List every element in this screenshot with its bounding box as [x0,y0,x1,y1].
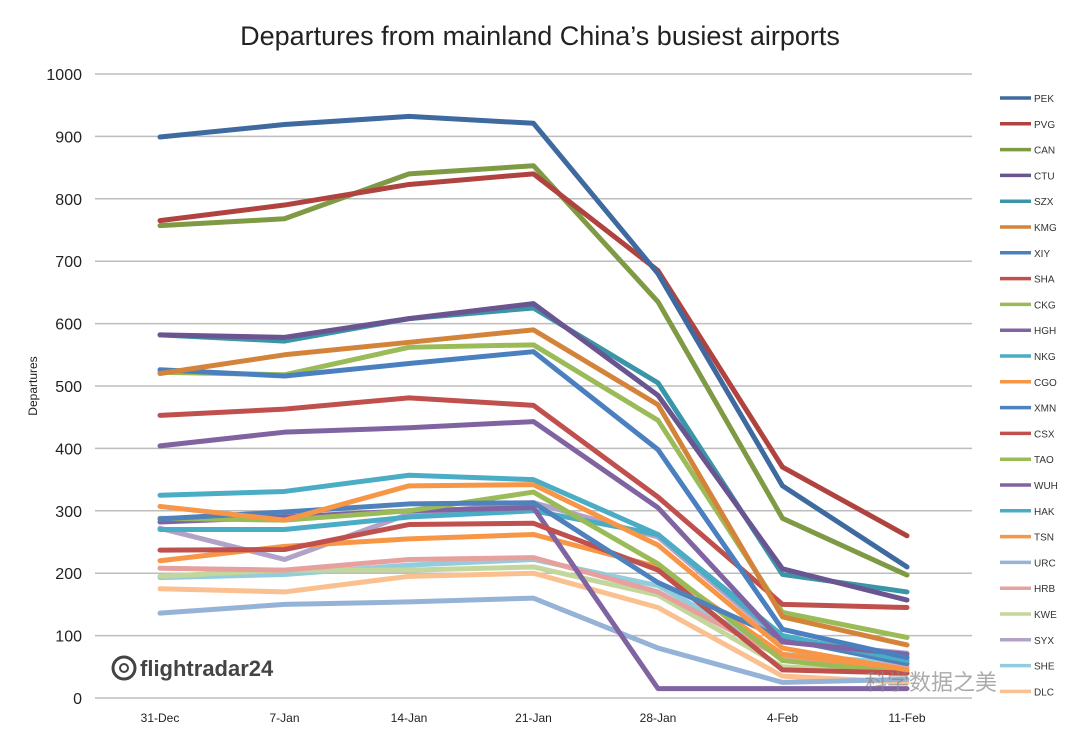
legend-label: CTU [1034,171,1055,182]
legend-label: SHA [1034,275,1055,286]
legend-label: CKG [1034,300,1056,311]
y-tick-label: 1000 [46,67,82,84]
legend-label: SHE [1034,662,1055,673]
legend-label: XIY [1034,249,1050,260]
y-tick-label: 800 [55,192,82,209]
y-tick-label: 300 [55,504,82,521]
legend-label: SYX [1034,636,1054,647]
y-tick-label: 900 [55,129,82,146]
series-line-cgo [157,482,910,673]
legend: PEK PVG CAN CTU SZX KMG XIY SHA CKG HGH NKG CGO XMN C… [1000,94,1058,698]
legend-label: CAN [1034,146,1055,157]
series-line-pvg [157,171,910,539]
watermark: 科学数据之美 [865,670,997,695]
x-tick-label: 21-Jan [515,711,552,725]
legend-label: KMG [1034,223,1057,234]
series-line-urc [157,595,910,685]
y-axis-label: Departures [26,356,40,415]
series-line-hgh [157,419,910,657]
legend-label: HRB [1034,584,1055,595]
x-tick-label: 14-Jan [391,711,428,725]
y-ticks: 0 100 200 300 400 500 600 700 800 900 1000 [46,67,82,708]
series-line-wuh [157,505,910,692]
legend-label: DLC [1034,687,1054,698]
chart-title: Departures from mainland China’s busiest… [240,21,840,51]
legend-label: HAK [1034,507,1055,518]
x-tick-label: 28-Jan [640,711,677,725]
y-tick-label: 200 [55,566,82,583]
flightradar24-logo: flightradar24 [111,655,274,681]
y-tick-label: 600 [55,317,82,334]
series-line-csx [157,520,910,676]
legend-label: KWE [1034,610,1057,621]
x-tick-label: 11-Feb [888,711,925,725]
legend-label: PVG [1034,120,1055,131]
legend-label: NKG [1034,352,1056,363]
legend-label: TSN [1034,533,1054,544]
y-tick-label: 100 [55,629,82,646]
x-tick-label: 7-Jan [269,711,299,725]
x-ticks: 31-Dec 7-Jan 14-Jan 21-Jan 28-Jan 4-Feb 11-Feb [141,711,926,725]
legend-label: XMN [1034,404,1056,415]
series-line-xiy [157,349,910,660]
series-line-kmg [157,327,910,648]
series-lines [157,113,910,692]
y-tick-label: 400 [55,441,82,458]
logo-text: flightradar24 [140,656,274,681]
series-line-dlc [157,570,910,685]
x-tick-label: 4-Feb [767,711,799,725]
series-line-szx [157,305,910,595]
legend-label: HGH [1034,326,1056,337]
series-line-sha [157,395,910,611]
y-tick-label: 700 [55,254,82,271]
series-line-ctu [157,301,910,603]
series-line-pek [157,113,910,570]
legend-label: SZX [1034,197,1054,208]
series-line-tsn [157,532,910,673]
series-line-can [157,163,910,578]
legend-label: CSX [1034,429,1055,440]
y-tick-label: 0 [73,691,82,708]
legend-label: WUH [1034,481,1058,492]
y-tick-label: 500 [55,379,82,396]
series-line-nkg [157,472,910,664]
radar-icon [111,655,137,681]
legend-label: TAO [1034,455,1054,466]
legend-label: CGO [1034,378,1057,389]
legend-label: URC [1034,558,1056,569]
x-tick-label: 31-Dec [141,711,180,725]
legend-label: PEK [1034,94,1054,105]
